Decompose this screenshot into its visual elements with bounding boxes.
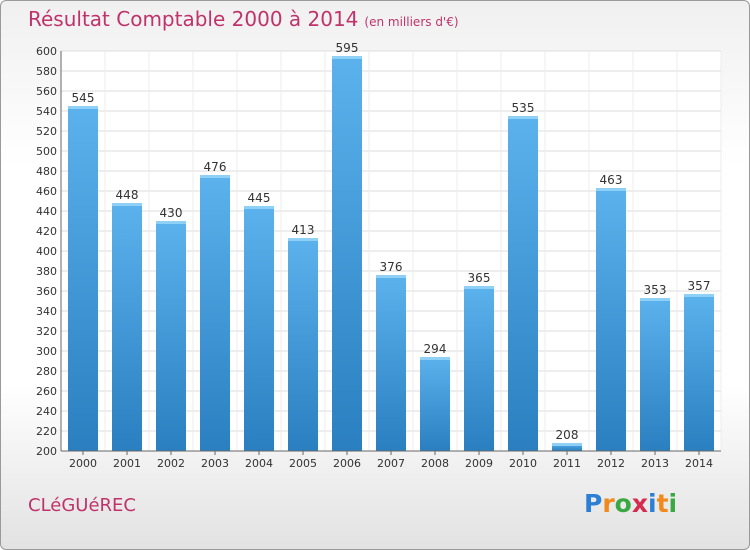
y-tick-label: 260 (36, 385, 57, 398)
data-label: 353 (644, 283, 667, 297)
proxiti-logo: Proxiti (584, 489, 677, 518)
bar-highlight (112, 203, 142, 206)
bar-2011 (552, 443, 582, 451)
data-label: 430 (160, 206, 183, 220)
x-tick-label: 2004 (245, 457, 273, 470)
chart-title-text: Résultat Comptable 2000 à 2014 (28, 7, 359, 31)
y-tick-label: 280 (36, 365, 57, 378)
chart-subtitle: (en milliers d'€) (364, 15, 459, 29)
y-tick-label: 380 (36, 265, 57, 278)
y-tick-label: 340 (36, 305, 57, 318)
bar-highlight (156, 221, 186, 224)
y-tick-label: 320 (36, 325, 57, 338)
bar-2007 (376, 275, 406, 451)
data-label: 476 (204, 160, 227, 174)
x-tick-label: 2010 (509, 457, 537, 470)
bar-highlight (200, 175, 230, 178)
data-label: 365 (468, 271, 491, 285)
x-tick-label: 2006 (333, 457, 361, 470)
y-tick-label: 400 (36, 245, 57, 258)
data-label: 357 (688, 279, 711, 293)
bar-highlight (332, 56, 362, 59)
bar-highlight (640, 298, 670, 301)
y-tick-label: 360 (36, 285, 57, 298)
bar-2003 (200, 175, 230, 451)
bar-highlight (244, 206, 274, 209)
bar-highlight (420, 357, 450, 360)
y-tick-label: 540 (36, 105, 57, 118)
y-tick-label: 520 (36, 125, 57, 138)
bar-highlight (376, 275, 406, 278)
data-label: 413 (292, 223, 315, 237)
x-tick-label: 2011 (553, 457, 581, 470)
logo-letter: o (614, 489, 632, 518)
bar-highlight (68, 106, 98, 109)
data-label: 595 (336, 41, 359, 55)
x-tick-label: 2005 (289, 457, 317, 470)
x-tick-label: 2001 (113, 457, 141, 470)
y-tick-label: 220 (36, 425, 57, 438)
bar-2010 (508, 116, 538, 451)
x-tick-label: 2000 (69, 457, 97, 470)
data-label: 463 (600, 173, 623, 187)
x-tick-label: 2007 (377, 457, 405, 470)
bar-2008 (420, 357, 450, 451)
data-label: 376 (380, 260, 403, 274)
data-label: 535 (512, 101, 535, 115)
y-tick-label: 500 (36, 145, 57, 158)
bar-2012 (596, 188, 626, 451)
logo-letter: i (668, 489, 678, 518)
bar-2002 (156, 221, 186, 451)
y-tick-label: 300 (36, 345, 57, 358)
bar-2001 (112, 203, 142, 451)
y-tick-label: 580 (36, 65, 57, 78)
chart-title: Résultat Comptable 2000 à 2014 (en millie… (28, 7, 459, 31)
logo-letter: t (656, 489, 669, 518)
y-tick-label: 480 (36, 165, 57, 178)
x-tick-label: 2009 (465, 457, 493, 470)
x-tick-label: 2003 (201, 457, 229, 470)
logo-letter: P (584, 489, 603, 518)
bar-highlight (464, 286, 494, 289)
bar-2006 (332, 56, 362, 451)
bar-2009 (464, 286, 494, 451)
data-label: 294 (424, 342, 447, 356)
x-tick-label: 2013 (641, 457, 669, 470)
y-tick-label: 460 (36, 185, 57, 198)
logo-letter: r (602, 489, 615, 518)
bar-2000 (68, 106, 98, 451)
bar-2004 (244, 206, 274, 451)
y-tick-label: 240 (36, 405, 57, 418)
bar-2005 (288, 238, 318, 451)
bar-highlight (288, 238, 318, 241)
y-tick-label: 200 (36, 445, 57, 458)
bar-highlight (596, 188, 626, 191)
bar-highlight (552, 443, 582, 446)
y-tick-label: 440 (36, 205, 57, 218)
y-tick-label: 560 (36, 85, 57, 98)
logo-letter: i (648, 489, 657, 518)
data-label: 545 (72, 91, 95, 105)
bar-2014 (684, 294, 714, 451)
data-label: 208 (556, 428, 579, 442)
data-label: 448 (116, 188, 139, 202)
bar-highlight (508, 116, 538, 119)
bar-highlight (684, 294, 714, 297)
logo-letter: x (631, 489, 648, 518)
x-tick-label: 2014 (685, 457, 713, 470)
town-name: CLéGUéREC (28, 495, 136, 516)
x-tick-label: 2012 (597, 457, 625, 470)
y-tick-label: 420 (36, 225, 57, 238)
data-label: 445 (248, 191, 271, 205)
x-tick-label: 2008 (421, 457, 449, 470)
y-tick-label: 600 (36, 45, 57, 58)
x-tick-label: 2002 (157, 457, 185, 470)
bar-2013 (640, 298, 670, 451)
